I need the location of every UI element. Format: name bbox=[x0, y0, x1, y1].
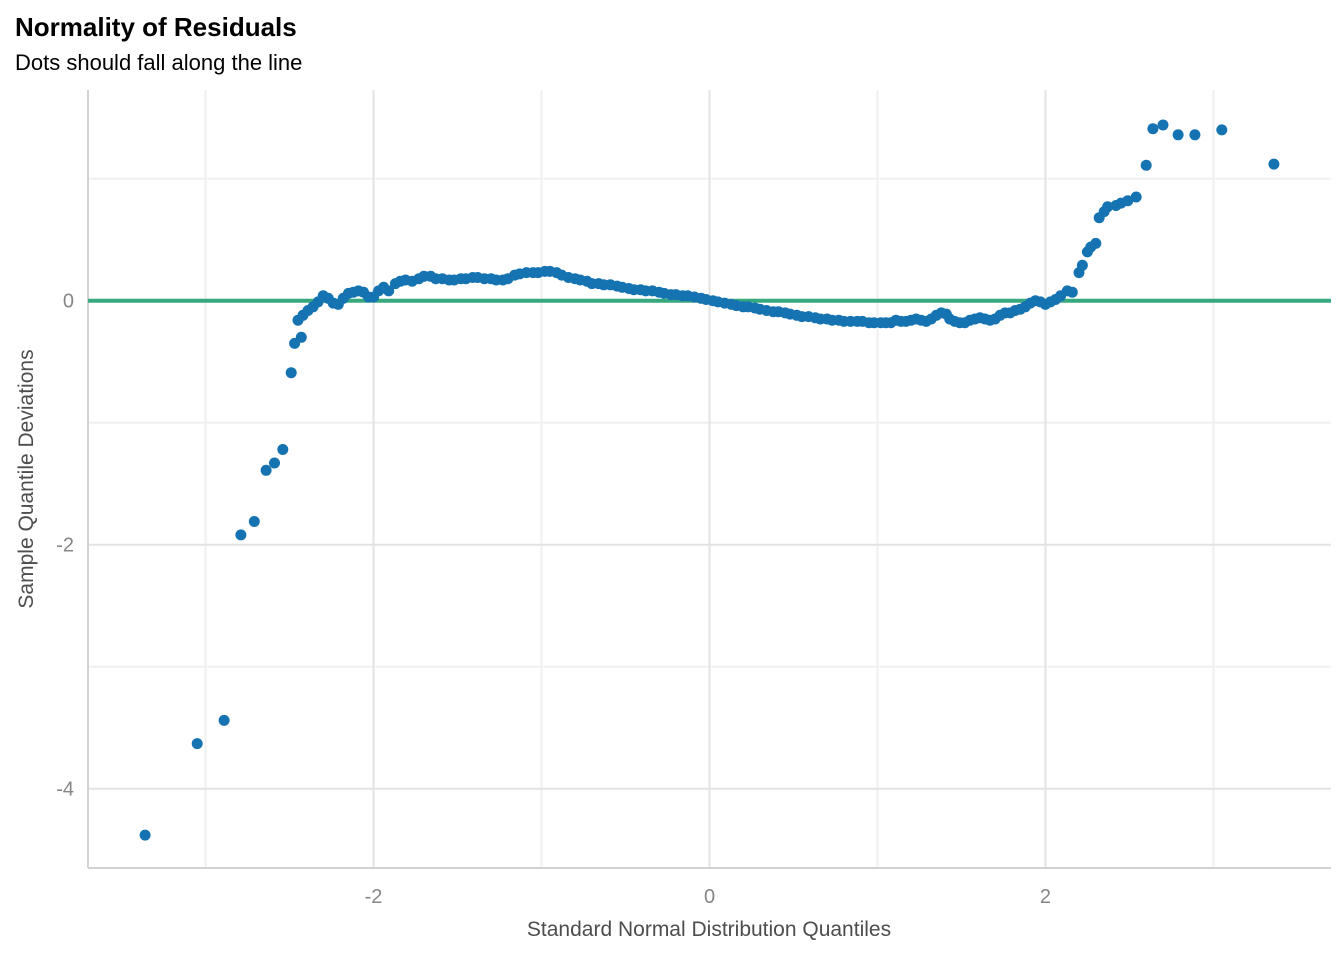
data-point bbox=[1147, 123, 1159, 135]
x-tick-label: 2 bbox=[1040, 886, 1051, 908]
x-axis-title: Standard Normal Distribution Quantiles bbox=[526, 918, 892, 941]
y-tick-label: -2 bbox=[56, 535, 74, 557]
data-point bbox=[1268, 158, 1280, 170]
data-point bbox=[1066, 286, 1078, 298]
x-tick-label: 0 bbox=[704, 886, 715, 908]
data-point bbox=[1090, 237, 1102, 249]
data-point bbox=[1122, 195, 1134, 207]
data-point bbox=[1172, 129, 1184, 141]
data-point bbox=[260, 464, 272, 476]
data-point bbox=[1189, 129, 1201, 141]
y-tick-label: -4 bbox=[56, 779, 74, 801]
data-point bbox=[1102, 201, 1114, 213]
data-point bbox=[285, 367, 297, 379]
data-point bbox=[248, 516, 260, 527]
data-point bbox=[1140, 159, 1152, 171]
plot-title: Normality of Residuals bbox=[15, 12, 297, 42]
data-point bbox=[277, 444, 289, 455]
data-point bbox=[191, 738, 203, 750]
data-point bbox=[139, 829, 151, 841]
data-point bbox=[269, 457, 280, 469]
data-point bbox=[1157, 119, 1169, 131]
x-tick-label: -2 bbox=[365, 886, 383, 908]
data-point bbox=[1216, 124, 1228, 136]
data-point bbox=[218, 714, 230, 726]
data-point bbox=[1130, 191, 1142, 203]
data-point bbox=[235, 529, 247, 541]
data-point bbox=[1076, 259, 1088, 271]
y-tick-label: 0 bbox=[63, 291, 74, 313]
plot-subtitle: Dots should fall along the line bbox=[15, 50, 303, 75]
data-point bbox=[295, 331, 307, 343]
data-point bbox=[383, 285, 395, 297]
